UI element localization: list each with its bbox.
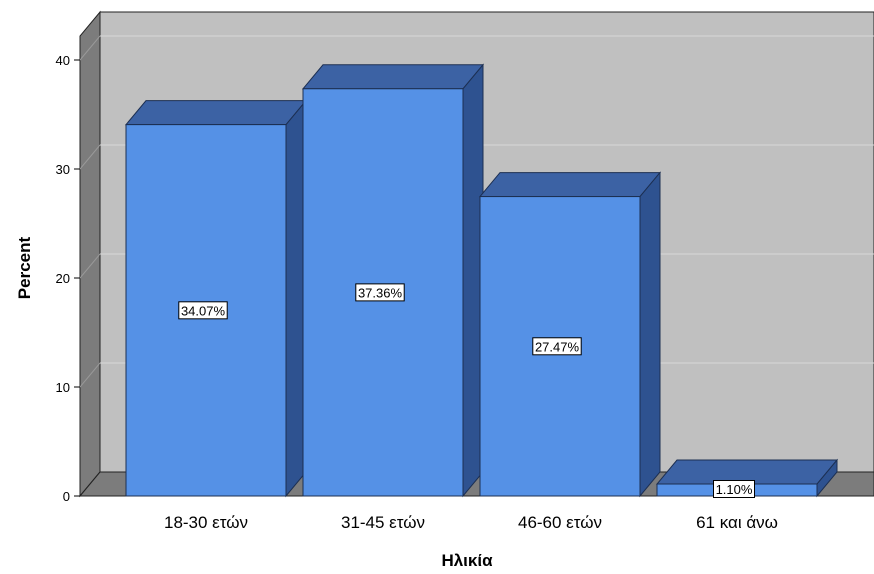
x-axis-labels: 18-30 ετών 31-45 ετών 46-60 ετών 61 και άνω <box>164 513 778 532</box>
data-label: 27.47% <box>535 339 580 354</box>
x-tick-label: 46-60 ετών <box>518 513 602 532</box>
bar-top <box>124 100 308 126</box>
gridline-wall <box>79 362 101 388</box>
x-tick-label: 61 και άνω <box>696 513 778 532</box>
y-tick-label: 0 <box>63 489 70 504</box>
data-label-box <box>532 337 582 356</box>
bar-group: 27.47% <box>478 171 662 498</box>
y-tick-label: 40 <box>56 53 70 68</box>
gridline-wall <box>79 35 101 61</box>
data-label-box <box>713 480 755 499</box>
data-label: 1.10% <box>716 482 753 497</box>
bars: 34.07% 37.36% 27.47% 1.10% <box>124 63 839 499</box>
y-tick-label: 20 <box>56 271 70 286</box>
data-label: 37.36% <box>358 285 403 300</box>
bar-side <box>639 171 661 498</box>
gridline-wall <box>79 144 101 170</box>
y-axis-ticks: 0 10 20 30 40 <box>56 53 80 504</box>
gridline-wall <box>79 253 101 279</box>
bar-group: 1.10% <box>655 458 839 499</box>
x-tick-label: 31-45 ετών <box>341 513 425 532</box>
bar-top <box>301 64 485 90</box>
bar-top <box>478 172 662 198</box>
data-label-box <box>355 283 405 302</box>
data-label: 34.07% <box>181 303 226 318</box>
y-axis-title: Percent <box>15 236 34 299</box>
data-label-box <box>178 301 228 320</box>
y-tick-label: 30 <box>56 162 70 177</box>
x-tick-label: 18-30 ετών <box>164 513 248 532</box>
y-tick-label: 10 <box>56 380 70 395</box>
bar-group: 34.07% <box>124 99 308 498</box>
x-axis-title: Ηλικία <box>441 551 493 570</box>
bar-group: 37.36% <box>301 63 485 498</box>
plot-left-wall <box>79 10 101 498</box>
